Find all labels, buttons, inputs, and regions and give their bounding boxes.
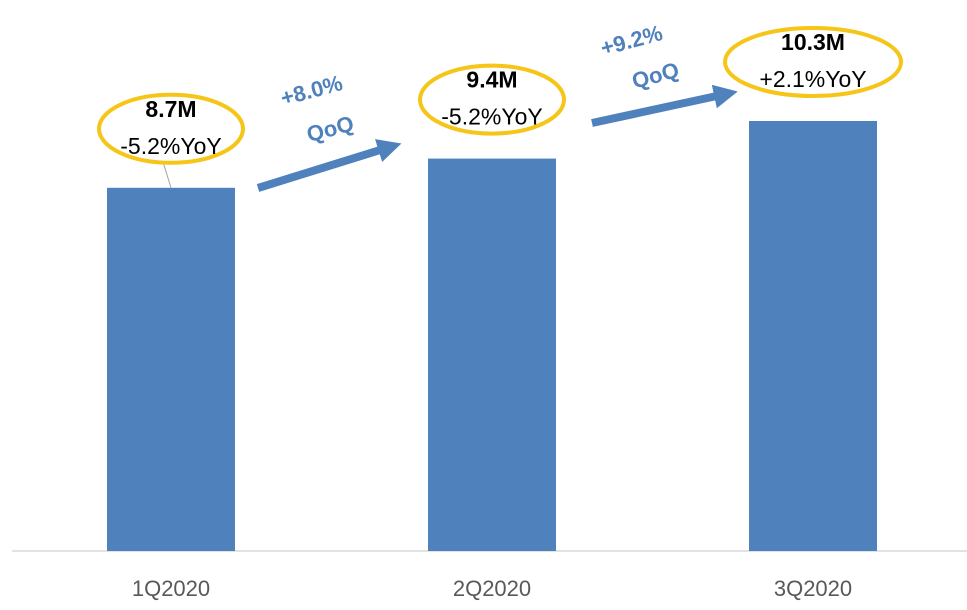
bar xyxy=(428,158,556,551)
yoy-label: -5.2%YoY xyxy=(120,133,221,159)
qoq-arrow xyxy=(591,84,738,127)
yoy-label: -5.2%YoY xyxy=(441,104,542,130)
leader-line xyxy=(162,161,172,188)
x-tick-label: 3Q2020 xyxy=(774,576,852,601)
x-tick-label: 2Q2020 xyxy=(453,576,531,601)
value-label: 9.4M xyxy=(466,67,517,93)
qoq-annotation: +8.0% QoQ xyxy=(278,70,357,147)
qoq-caption: QoQ xyxy=(629,57,682,93)
qoq-arrow xyxy=(256,139,402,192)
value-label: 10.3M xyxy=(781,29,845,55)
qoq-annotation: +9.2% QoQ xyxy=(598,20,682,93)
qoq-caption: QoQ xyxy=(304,111,357,147)
qoq-change: +9.2% xyxy=(598,20,665,60)
highlight-ellipse xyxy=(723,26,903,98)
x-tick-label: 1Q2020 xyxy=(132,576,210,601)
qoq-change: +8.0% xyxy=(278,70,345,110)
yoy-label: +2.1%YoY xyxy=(759,66,866,92)
bar xyxy=(749,121,877,551)
highlight-ellipse xyxy=(97,92,245,165)
bar xyxy=(107,187,235,551)
highlight-ellipse xyxy=(418,63,566,136)
value-label: 8.7M xyxy=(145,96,196,122)
